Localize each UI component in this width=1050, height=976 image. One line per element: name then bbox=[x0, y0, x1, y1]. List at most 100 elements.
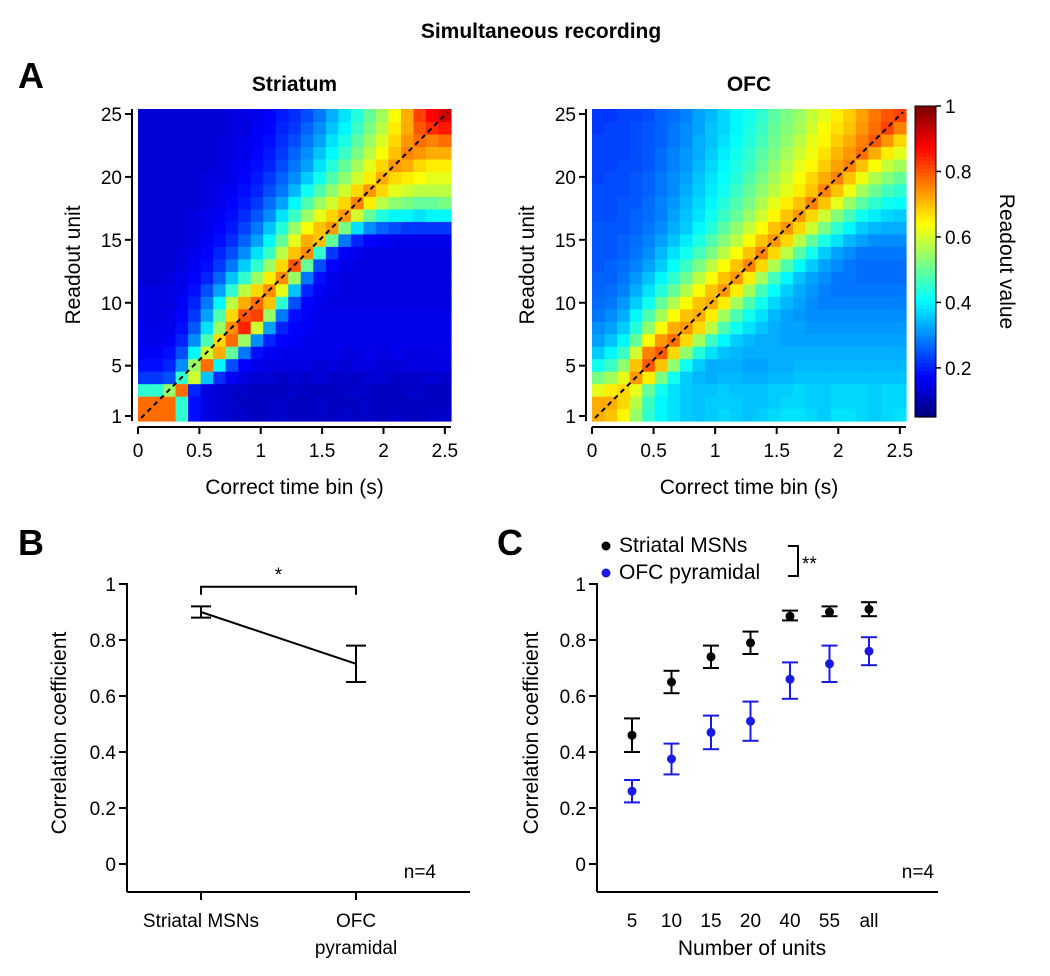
ofc-heatmap-cell bbox=[805, 358, 819, 372]
ofc-heatmap-cell bbox=[717, 333, 731, 347]
striatum-heatmap-cell bbox=[413, 171, 427, 185]
ofc-heatmap-cell bbox=[642, 133, 656, 148]
ofc-heatmap-cell bbox=[730, 408, 744, 422]
ofc-heatmap-cell bbox=[818, 321, 832, 335]
ofc-heatmap-cell bbox=[604, 271, 618, 285]
ofc-heatmap-cell bbox=[692, 383, 706, 397]
striatum-heatmap-cell bbox=[238, 408, 252, 422]
ofc-heatmap-cell bbox=[755, 158, 769, 172]
panel-c-x-tick-label: 40 bbox=[779, 911, 800, 932]
colorbar-segment bbox=[915, 113, 936, 119]
ofc-heatmap-cell bbox=[654, 396, 668, 410]
colorbar-segment bbox=[915, 183, 936, 189]
ofc-heatmap-cell bbox=[692, 158, 706, 172]
striatum-heatmap-cell bbox=[200, 371, 214, 385]
striatum-heatmap-cell bbox=[413, 196, 427, 210]
striatum-heatmap-cell bbox=[225, 258, 239, 272]
panel-c-series-0-point bbox=[825, 607, 834, 617]
ofc-heatmap-cell bbox=[792, 358, 807, 372]
ofc-heatmap-cell bbox=[830, 258, 844, 272]
ofc-heatmap-cell bbox=[717, 258, 731, 272]
ofc-heatmap-cell bbox=[654, 333, 668, 347]
colorbar-segment bbox=[915, 397, 936, 403]
ofc-heatmap-cell bbox=[805, 371, 819, 385]
colorbar-segment bbox=[915, 331, 936, 336]
striatum-heatmap-cell bbox=[163, 321, 177, 335]
ofc-heatmap-cell bbox=[805, 271, 819, 285]
ofc-heatmap-cell bbox=[642, 183, 656, 197]
striatum-heatmap-cell bbox=[188, 321, 202, 335]
ofc-heatmap-cell bbox=[767, 133, 781, 148]
striatum-heatmap-cell bbox=[263, 358, 277, 372]
panel-c-y-tick-label: 0.2 bbox=[560, 799, 586, 820]
striatum-heatmap-cell bbox=[438, 271, 452, 285]
striatum-heatmap-cell bbox=[313, 308, 327, 322]
striatum-heatmap-cell bbox=[388, 196, 402, 210]
striatum-heatmap-cell bbox=[250, 133, 264, 148]
ofc-heatmap-cell bbox=[604, 246, 618, 260]
ofc-heatmap-cell bbox=[805, 183, 819, 197]
ofc-heatmap-cell bbox=[792, 408, 807, 422]
ofc-heatmap-cell bbox=[767, 283, 781, 297]
ofc-heatmap-x-tick-label: 0 bbox=[587, 441, 598, 462]
colorbar-segment bbox=[915, 106, 936, 111]
striatum-heatmap-cell bbox=[150, 296, 164, 310]
panel-c-series-1-point bbox=[825, 659, 834, 669]
ofc-heatmap-cell bbox=[642, 346, 656, 360]
ofc-heatmap-cell bbox=[730, 233, 744, 247]
striatum-heatmap-cell bbox=[288, 196, 302, 210]
ofc-heatmap-cell bbox=[705, 408, 719, 422]
colorbar-segment bbox=[915, 164, 936, 169]
striatum-heatmap-cell bbox=[275, 283, 289, 297]
striatum-heatmap-cell bbox=[213, 408, 227, 422]
ofc-heatmap-cell bbox=[855, 346, 869, 360]
striatum-heatmap-cell bbox=[238, 283, 252, 297]
striatum-heatmap-cell bbox=[388, 408, 402, 422]
ofc-heatmap-cell bbox=[617, 208, 631, 222]
ofc-heatmap-cell bbox=[617, 109, 631, 123]
panel-b-y-tick-label: 0.8 bbox=[90, 631, 116, 652]
colorbar-segment bbox=[915, 144, 936, 150]
ofc-heatmap-cell bbox=[705, 158, 719, 172]
ofc-heatmap-cell bbox=[792, 383, 807, 397]
striatum-heatmap-cell bbox=[250, 283, 264, 297]
striatum-heatmap-cell bbox=[188, 158, 202, 172]
striatum-heatmap-cell bbox=[238, 358, 252, 372]
ofc-heatmap-cell bbox=[604, 358, 618, 372]
striatum-heatmap-cell bbox=[300, 171, 314, 185]
ofc-heatmap-cell bbox=[780, 258, 794, 272]
ofc-heatmap-cell bbox=[868, 383, 882, 397]
ofc-heatmap-cell bbox=[780, 358, 794, 372]
striatum-heatmap-cell bbox=[250, 308, 264, 322]
ofc-heatmap-cell bbox=[692, 271, 706, 285]
ofc-heatmap-cell bbox=[868, 271, 882, 285]
striatum-heatmap-cell bbox=[163, 271, 177, 285]
striatum-heatmap-cell bbox=[313, 196, 327, 210]
ofc-heatmap-cell bbox=[767, 196, 781, 210]
striatum-heatmap-cell bbox=[313, 183, 327, 197]
ofc-heatmap-cell bbox=[880, 308, 895, 322]
striatum-heatmap-cell bbox=[238, 271, 252, 285]
ofc-heatmap-cell bbox=[780, 396, 794, 410]
colorbar-segment bbox=[915, 156, 936, 162]
ofc-heatmap-cell bbox=[592, 208, 606, 222]
panel-c-x-tick-label: 5 bbox=[627, 911, 638, 932]
striatum-heatmap-cell bbox=[200, 408, 214, 422]
colorbar-label: Readout value bbox=[995, 194, 1018, 329]
striatum-heatmap-x-tick-label: 1 bbox=[255, 441, 266, 462]
striatum-heatmap-cell bbox=[350, 183, 364, 197]
ofc-heatmap-cell bbox=[818, 358, 832, 372]
ofc-heatmap-cell bbox=[592, 321, 606, 335]
colorbar-segment bbox=[915, 273, 936, 278]
ofc-heatmap-cell bbox=[868, 296, 882, 310]
ofc-heatmap-cell bbox=[843, 408, 857, 422]
ofc-heatmap-cell bbox=[868, 183, 882, 197]
striatum-heatmap-cell bbox=[300, 158, 314, 172]
striatum-heatmap-cell bbox=[438, 146, 452, 160]
striatum-heatmap-cell bbox=[288, 358, 302, 372]
panel-c-series-1-point bbox=[746, 716, 755, 726]
panel-b-y-label: Correlation coefficient bbox=[48, 631, 71, 834]
ofc-heatmap-cell bbox=[893, 346, 907, 360]
ofc-heatmap-cell bbox=[843, 258, 857, 272]
striatum-heatmap-cell bbox=[388, 233, 402, 247]
